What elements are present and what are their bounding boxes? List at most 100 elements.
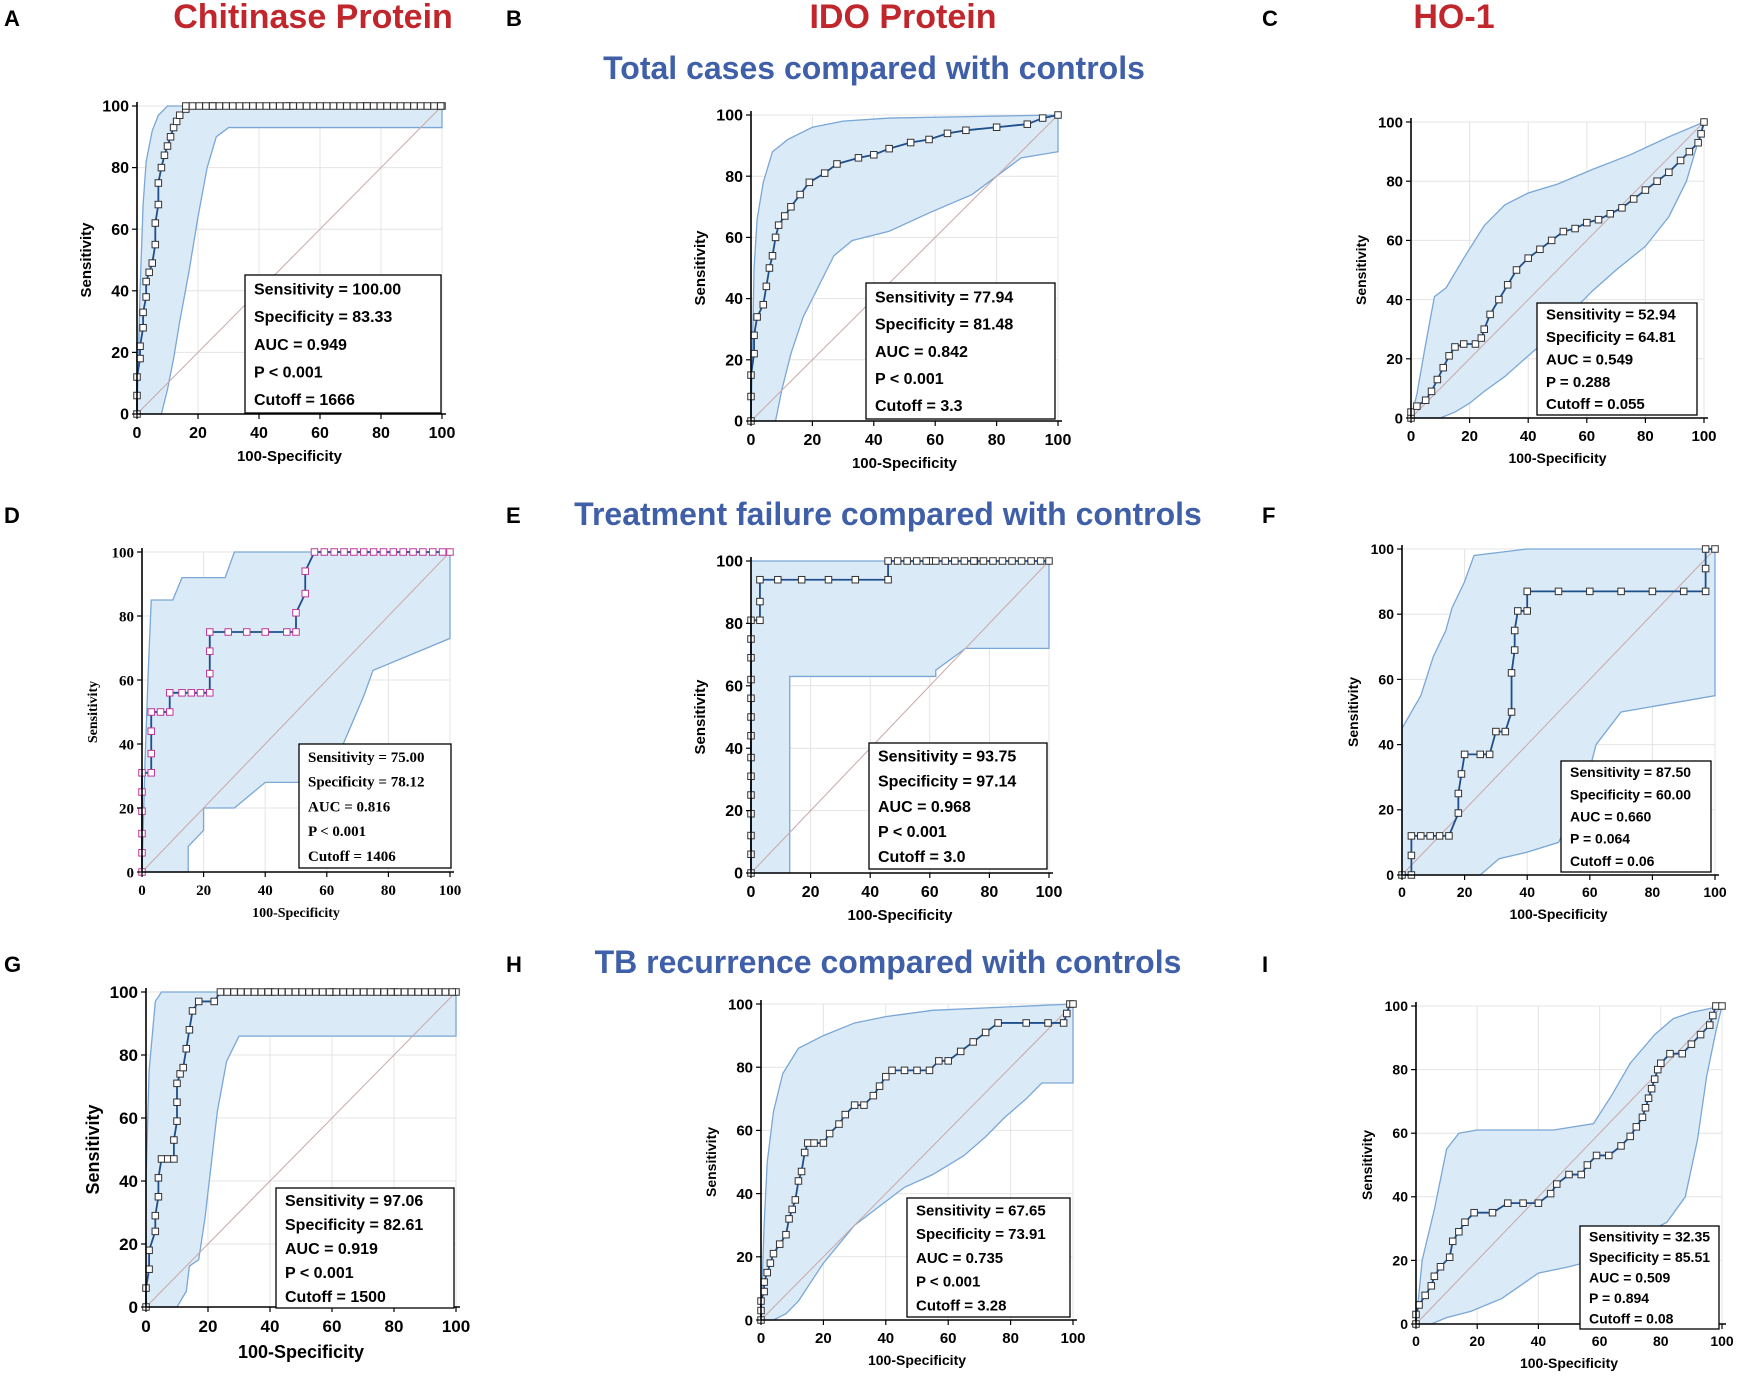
stats-line: Specificity = 78.12: [308, 775, 424, 791]
stats-line: Sensitivity = 100.00: [254, 282, 401, 299]
roc-point: [925, 1066, 934, 1075]
roc-point: [943, 129, 952, 138]
roc-point: [1038, 114, 1047, 122]
stats-line: Specificity = 97.14: [878, 774, 1016, 791]
panel-letter-e: E: [506, 503, 521, 528]
roc-point: [188, 1007, 197, 1015]
stats-line: Specificity = 85.51: [1589, 1249, 1710, 1265]
roc-point: [1457, 770, 1466, 778]
reference-diagonal: [1415, 1005, 1723, 1325]
roc-point: [788, 1205, 796, 1214]
stats-box-h: [906, 1197, 1071, 1318]
roc-point: [151, 1227, 160, 1236]
x-axis-label: 100-Specificity: [1509, 906, 1607, 922]
roc-point: [182, 102, 190, 110]
x-tick-label: 20: [804, 432, 822, 449]
roc-point: [380, 988, 388, 996]
roc-point: [142, 293, 150, 301]
roc-point: [356, 102, 365, 110]
x-tick-label: 80: [988, 432, 1006, 449]
roc-point: [154, 200, 163, 209]
roc-point: [409, 548, 417, 556]
roc-point: [421, 988, 429, 996]
x-tick-label: 100: [1710, 1333, 1734, 1349]
stats-line: P < 0.001: [254, 364, 323, 381]
roc-point: [223, 988, 231, 996]
roc-point: [429, 548, 437, 556]
roc-point: [173, 1117, 181, 1125]
roc-point: [188, 102, 197, 110]
ci-lower-line: [751, 561, 1050, 874]
roc-point: [756, 575, 764, 584]
roc-point: [925, 135, 933, 144]
roc-point: [264, 988, 272, 996]
roc-point: [1430, 1272, 1439, 1281]
x-tick-label: 100: [1703, 884, 1727, 900]
x-tick-label: 20: [196, 883, 211, 899]
x-tick-label: 20: [1457, 884, 1473, 900]
roc-point: [796, 190, 804, 199]
y-tick-label: 40: [119, 737, 134, 753]
x-tick-label: 60: [1592, 1333, 1608, 1349]
roc-point: [283, 628, 291, 636]
y-axis-label: Sensitivity: [692, 230, 709, 306]
roc-point: [1641, 1104, 1650, 1112]
stats-line: Cutoff = 3.28: [916, 1298, 1006, 1315]
stats-line: AUC = 0.919: [285, 1241, 378, 1258]
panel-letter-f: F: [1262, 503, 1276, 528]
roc-point: [434, 988, 443, 996]
roc-point: [145, 1265, 153, 1273]
x-tick-label: 40: [250, 425, 268, 442]
x-tick-label: 40: [1520, 428, 1537, 445]
roc-point: [1666, 1049, 1674, 1058]
x-tick-label: 40: [865, 432, 883, 449]
roc-point: [763, 1268, 771, 1277]
roc-point: [804, 1139, 812, 1147]
x-tick-label: 60: [311, 425, 329, 442]
roc-point: [428, 988, 436, 996]
reference-diagonal: [1401, 548, 1716, 876]
roc-point: [175, 111, 184, 119]
roc-point: [1678, 1049, 1686, 1058]
roc-point: [766, 1259, 775, 1267]
roc-point: [797, 575, 806, 584]
roc-point: [278, 988, 286, 996]
y-tick-label: 80: [736, 1059, 753, 1076]
roc-panel-g: 00 20 20 40 40 60 60 80 80 100 100 100-Specificity S…: [83, 983, 470, 1362]
x-axis-label: 100-Specificity: [252, 906, 340, 921]
y-tick-label: 80: [111, 160, 129, 177]
stats-line: AUC = 0.842: [875, 344, 968, 361]
x-tick-label: 20: [1469, 1333, 1485, 1349]
stats-line: Sensitivity = 77.94: [875, 289, 1013, 306]
panel-letter-d: D: [4, 503, 20, 528]
y-axis-label: Sensitivity: [83, 1104, 103, 1194]
roc-point: [147, 727, 155, 735]
roc-point: [316, 102, 324, 110]
stats-line: Sensitivity = 75.00: [308, 750, 424, 766]
y-tick-label: 60: [1392, 1125, 1408, 1141]
roc-point: [353, 988, 361, 996]
roc-point: [854, 154, 863, 162]
reference-diagonal: [141, 551, 451, 873]
roc-point: [1657, 1059, 1665, 1067]
roc-point: [1435, 832, 1444, 840]
roc-point: [1454, 809, 1463, 817]
roc-point: [893, 557, 902, 565]
y-tick-label: 80: [1386, 173, 1403, 190]
roc-point: [1701, 564, 1710, 573]
roc-point: [430, 102, 438, 110]
roc-point: [1553, 1180, 1561, 1188]
roc-point: [850, 1101, 859, 1109]
roc-point: [172, 117, 181, 126]
roc-point: [275, 102, 284, 110]
roc-point: [998, 557, 1007, 565]
roc-point: [441, 988, 450, 996]
roc-point: [400, 988, 409, 996]
roc-point: [340, 548, 348, 556]
roc-point: [1017, 557, 1026, 565]
roc-point: [291, 988, 300, 996]
y-tick-label: 60: [725, 678, 743, 695]
roc-point: [774, 575, 782, 584]
x-tick-label: 100: [1036, 884, 1063, 901]
y-tick-label: 0: [745, 1312, 753, 1329]
